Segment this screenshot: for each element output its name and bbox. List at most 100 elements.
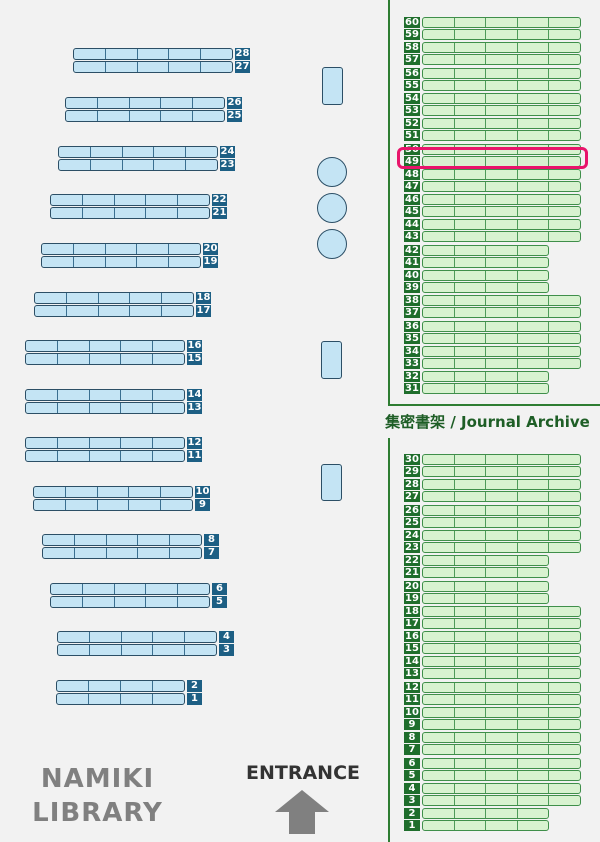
shelf-section	[486, 759, 518, 768]
shelf-13[interactable]	[25, 402, 185, 414]
shelf-6[interactable]	[50, 583, 210, 595]
shelf-44[interactable]	[422, 219, 581, 230]
shelf-55[interactable]	[422, 80, 581, 91]
shelf-23[interactable]	[58, 159, 218, 171]
shelf-section	[121, 403, 154, 413]
shelf-34[interactable]	[422, 346, 581, 357]
shelf-8[interactable]	[422, 732, 581, 743]
shelf-10[interactable]	[422, 707, 581, 718]
shelf-30[interactable]	[422, 454, 581, 465]
shelf-13[interactable]	[422, 668, 581, 679]
shelf-18[interactable]	[422, 606, 581, 617]
shelf-26[interactable]	[65, 97, 225, 109]
shelf-22[interactable]	[422, 555, 549, 566]
shelf-18[interactable]	[34, 292, 194, 304]
shelf-number: 21	[212, 207, 227, 219]
shelf-24[interactable]	[58, 146, 218, 158]
shelf-number: 14	[404, 656, 420, 667]
shelf-4[interactable]	[422, 783, 581, 794]
shelf-29[interactable]	[422, 466, 581, 477]
shelf-58[interactable]	[422, 42, 581, 53]
shelf-56[interactable]	[422, 68, 581, 79]
shelf-2[interactable]	[422, 808, 549, 819]
shelf-25[interactable]	[422, 517, 581, 528]
shelf-section	[518, 582, 549, 591]
shelf-1[interactable]	[422, 820, 549, 831]
shelf-45[interactable]	[422, 206, 581, 217]
shelf-31[interactable]	[422, 383, 549, 394]
shelf-43[interactable]	[422, 231, 581, 242]
shelf-39[interactable]	[422, 282, 549, 293]
shelf-section	[423, 359, 455, 368]
shelf-42[interactable]	[422, 245, 549, 256]
shelf-53[interactable]	[422, 105, 581, 116]
shelf-6[interactable]	[422, 758, 581, 769]
shelf-27[interactable]	[73, 61, 233, 73]
shelf-14[interactable]	[422, 656, 581, 667]
shelf-section	[58, 438, 90, 448]
shelf-24[interactable]	[422, 530, 581, 541]
shelf-16[interactable]	[422, 631, 581, 642]
shelf-14[interactable]	[25, 389, 185, 401]
shelf-19[interactable]	[41, 256, 201, 268]
shelf-8[interactable]	[42, 534, 202, 546]
shelf-7[interactable]	[42, 547, 202, 559]
shelf-section	[83, 195, 115, 205]
shelf-26[interactable]	[422, 505, 581, 516]
shelf-section	[549, 334, 580, 343]
shelf-15[interactable]	[25, 353, 185, 365]
shelf-59[interactable]	[422, 29, 581, 40]
shelf-54[interactable]	[422, 93, 581, 104]
shelf-2[interactable]	[56, 680, 185, 692]
shelf-48[interactable]	[422, 169, 581, 180]
shelf-7[interactable]	[422, 744, 581, 755]
shelf-9[interactable]	[422, 719, 581, 730]
shelf-40[interactable]	[422, 270, 549, 281]
shelf-10[interactable]	[33, 486, 193, 498]
shelf-12[interactable]	[422, 682, 581, 693]
shelf-38[interactable]	[422, 295, 581, 306]
shelf-5[interactable]	[50, 596, 210, 608]
shelf-23[interactable]	[422, 542, 581, 553]
shelf-3[interactable]	[422, 795, 581, 806]
shelf-21[interactable]	[50, 207, 210, 219]
shelf-section	[455, 334, 487, 343]
shelf-9[interactable]	[33, 499, 193, 511]
shelf-19[interactable]	[422, 593, 549, 604]
shelf-20[interactable]	[41, 243, 201, 255]
shelf-47[interactable]	[422, 181, 581, 192]
shelf-16[interactable]	[25, 340, 185, 352]
shelf-28[interactable]	[73, 48, 233, 60]
shelf-21[interactable]	[422, 567, 549, 578]
shelf-25[interactable]	[65, 110, 225, 122]
shelf-section	[486, 384, 518, 393]
shelf-12[interactable]	[25, 437, 185, 449]
shelf-4[interactable]	[57, 631, 217, 643]
shelf-15[interactable]	[422, 643, 581, 654]
shelf-17[interactable]	[422, 618, 581, 629]
shelf-3[interactable]	[57, 644, 217, 656]
shelf-46[interactable]	[422, 194, 581, 205]
shelf-28[interactable]	[422, 479, 581, 490]
shelf-5[interactable]	[422, 770, 581, 781]
shelf-33[interactable]	[422, 358, 581, 369]
shelf-32[interactable]	[422, 371, 549, 382]
shelf-22[interactable]	[50, 194, 210, 206]
shelf-37[interactable]	[422, 307, 581, 318]
shelf-1[interactable]	[56, 693, 185, 705]
shelf-51[interactable]	[422, 130, 581, 141]
shelf-52[interactable]	[422, 118, 581, 129]
shelf-35[interactable]	[422, 333, 581, 344]
shelf-41[interactable]	[422, 257, 549, 268]
shelf-section	[90, 354, 122, 364]
shelf-60[interactable]	[422, 17, 581, 28]
shelf-11[interactable]	[422, 694, 581, 705]
shelf-11[interactable]	[25, 450, 185, 462]
shelf-17[interactable]	[34, 305, 194, 317]
shelf-27[interactable]	[422, 491, 581, 502]
shelf-section	[549, 18, 580, 27]
shelf-section	[549, 195, 580, 204]
shelf-20[interactable]	[422, 581, 549, 592]
shelf-36[interactable]	[422, 321, 581, 332]
shelf-57[interactable]	[422, 54, 581, 65]
